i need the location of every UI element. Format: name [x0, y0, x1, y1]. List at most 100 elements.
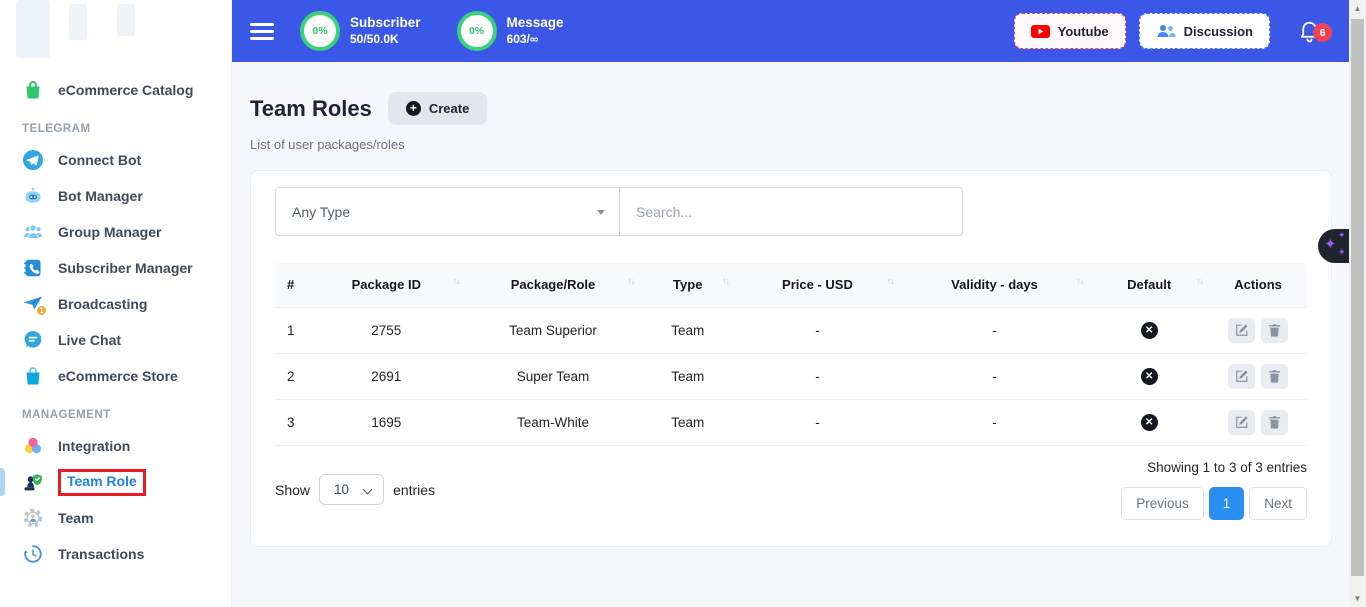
- logo-shape: [69, 4, 87, 40]
- scrollbar-thumb[interactable]: [1351, 19, 1364, 576]
- hamburger-menu-icon[interactable]: [250, 22, 274, 40]
- column-header-label: Type: [673, 277, 703, 293]
- gear-person-icon: [22, 507, 44, 529]
- delete-button[interactable]: [1261, 409, 1289, 435]
- cell-num: 3: [275, 398, 307, 446]
- cell-default: [1089, 306, 1210, 353]
- ai-assistant-button[interactable]: ✦ ✦ ✦: [1318, 229, 1349, 263]
- telegram-icon: [22, 149, 44, 171]
- previous-page-button[interactable]: Previous: [1121, 486, 1204, 520]
- discussion-button-label: Discussion: [1183, 23, 1253, 39]
- sidebar-item-broadcasting[interactable]: 1 Broadcasting: [0, 286, 231, 322]
- column-header-price[interactable]: Price - USD: [735, 263, 900, 307]
- create-button[interactable]: Create: [387, 92, 488, 125]
- column-header-num: #: [275, 263, 307, 307]
- sidebar-item-label: Connect Bot: [58, 152, 142, 168]
- sparkle-icon: ✦: [1324, 236, 1337, 253]
- search-input[interactable]: [619, 187, 963, 236]
- sort-icon: [887, 276, 894, 286]
- sidebar-item-label: Team: [58, 510, 94, 526]
- sidebar-item-connect-bot[interactable]: Connect Bot: [0, 142, 231, 178]
- subscriber-stat-label: Subscriber: [350, 15, 421, 31]
- sidebar-item-integration[interactable]: Integration: [0, 428, 231, 464]
- blue-shopping-bag-icon: [22, 365, 44, 387]
- logo-shape: [117, 4, 135, 36]
- cell-validity: -: [899, 306, 1090, 353]
- cell-package-role: Team-White: [465, 398, 641, 446]
- column-header-package-role[interactable]: Package/Role: [465, 263, 641, 307]
- vertical-scrollbar[interactable]: ▲ ▼: [1349, 0, 1366, 607]
- next-page-button[interactable]: Next: [1249, 486, 1307, 520]
- message-stat-value: 603/∞: [506, 31, 539, 46]
- delete-button[interactable]: [1261, 317, 1289, 343]
- default-off-icon: [1140, 368, 1158, 385]
- column-header-label: Validity - days: [951, 277, 1038, 293]
- sidebar-item-bot-manager[interactable]: Bot Manager: [0, 178, 231, 214]
- default-off-icon: [1140, 322, 1158, 339]
- sidebar-item-label: Team Role: [67, 472, 137, 489]
- discussion-button[interactable]: Discussion: [1138, 13, 1270, 49]
- sidebar-item-subscriber-manager[interactable]: Subscriber Manager: [0, 250, 231, 286]
- youtube-button[interactable]: Youtube: [1013, 13, 1126, 49]
- table-row: 3 1695 Team-White Team - -: [275, 398, 1307, 446]
- robot-icon: [22, 185, 44, 207]
- cell-price: -: [735, 352, 900, 399]
- history-clock-icon: [22, 543, 44, 565]
- cell-package-id: 2691: [306, 352, 466, 399]
- sidebar-item-label: eCommerce Store: [58, 368, 178, 384]
- message-progress-circle: 0%: [456, 11, 497, 51]
- column-header-type[interactable]: Type: [640, 263, 736, 307]
- sidebar-item-transactions[interactable]: Transactions: [0, 536, 231, 572]
- edit-button[interactable]: [1228, 363, 1256, 389]
- delete-button[interactable]: [1261, 363, 1289, 389]
- sidebar-item-label: Group Manager: [58, 224, 162, 240]
- cell-price: -: [735, 398, 900, 446]
- sidebar-item-live-chat[interactable]: Live Chat: [0, 322, 231, 358]
- sidebar-item-team[interactable]: Team: [0, 500, 231, 536]
- cell-num: 2: [275, 352, 307, 399]
- sort-icon: [1196, 276, 1203, 286]
- message-stat: 0% Message 603/∞: [456, 11, 564, 51]
- cell-actions: [1209, 352, 1307, 399]
- cell-validity: -: [899, 352, 1090, 399]
- cell-package-role: Team Superior: [465, 306, 641, 353]
- green-shopping-bag-icon: [22, 79, 44, 101]
- column-header-default[interactable]: Default: [1089, 263, 1210, 307]
- showing-entries-text: Showing 1 to 3 of 3 entries: [1147, 459, 1307, 475]
- page-1-button[interactable]: 1: [1208, 486, 1245, 520]
- page-size-control: Show 10 entries: [275, 460, 435, 520]
- chevron-down-icon: [362, 484, 373, 495]
- sidebar-item-group-manager[interactable]: Group Manager: [0, 214, 231, 250]
- contact-phone-icon: [22, 257, 44, 279]
- sidebar: eCommerce Catalog TELEGRAM Connect Bot B…: [0, 0, 232, 607]
- page-size-select[interactable]: 10: [319, 474, 385, 505]
- page-subtitle: List of user packages/roles: [250, 137, 405, 152]
- notifications-bell[interactable]: 6: [1297, 18, 1332, 44]
- column-header-package-id[interactable]: Package ID: [306, 263, 466, 307]
- column-header-label: Price - USD: [782, 277, 853, 293]
- cell-default: [1089, 352, 1210, 399]
- cell-num: 1: [275, 306, 307, 353]
- sidebar-section-management: MANAGEMENT: [22, 409, 111, 421]
- sidebar-item-ecommerce-catalog[interactable]: eCommerce Catalog: [0, 72, 231, 108]
- cell-package-id: 1695: [306, 398, 466, 446]
- cell-actions: [1209, 306, 1307, 353]
- sparkle-icon: ✦: [1338, 230, 1346, 240]
- type-filter-selected-value: Any Type: [292, 203, 351, 220]
- cell-package-role: Super Team: [465, 352, 641, 399]
- scroll-down-arrow[interactable]: ▼: [1353, 594, 1362, 603]
- subscriber-stat-value: 50/50.0K: [350, 31, 399, 46]
- scroll-up-arrow[interactable]: ▲: [1353, 4, 1362, 13]
- sidebar-item-team-role[interactable]: Team Role: [0, 464, 231, 500]
- sidebar-item-ecommerce-store[interactable]: eCommerce Store: [0, 358, 231, 394]
- notification-count-badge: 6: [1313, 23, 1332, 42]
- column-header-actions: Actions: [1209, 263, 1307, 307]
- cell-type: Team: [640, 352, 736, 399]
- cell-validity: -: [899, 398, 1090, 446]
- sidebar-item-label: eCommerce Catalog: [58, 82, 194, 98]
- sidebar-item-label: Subscriber Manager: [58, 260, 193, 276]
- type-filter-select[interactable]: Any Type: [275, 187, 620, 236]
- column-header-validity[interactable]: Validity - days: [899, 263, 1090, 307]
- edit-button[interactable]: [1228, 317, 1256, 343]
- edit-button[interactable]: [1228, 409, 1256, 435]
